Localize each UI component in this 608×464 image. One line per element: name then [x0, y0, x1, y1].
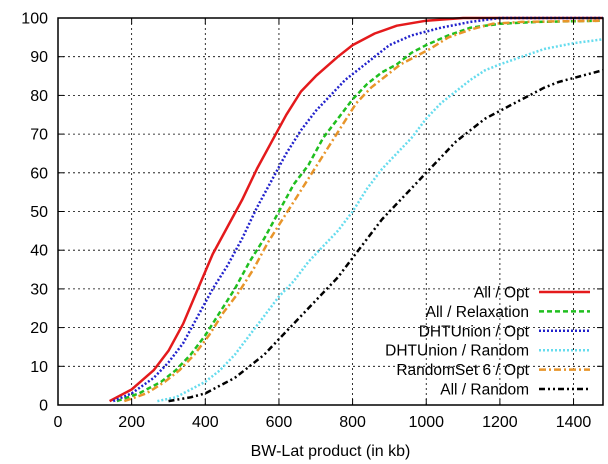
x-tick-label: 200: [118, 414, 145, 431]
legend-label: All / Relaxation: [426, 304, 529, 321]
y-tick-label: 50: [30, 204, 48, 221]
x-axis-label: BW-Lat product (in kb): [251, 443, 411, 460]
y-tick-label: 20: [30, 320, 48, 337]
y-tick-label: 0: [39, 398, 48, 415]
series-line-3: [112, 16, 603, 403]
y-tick-label: 40: [30, 243, 48, 260]
y-tick-label: 100: [21, 11, 48, 28]
y-tick-label: 80: [30, 88, 48, 105]
y-tick-label: 10: [30, 359, 48, 376]
x-tick-label: 1200: [482, 414, 518, 431]
legend-label: All / Opt: [474, 285, 530, 302]
grid: [58, 18, 603, 405]
x-tick-label: 1000: [408, 414, 444, 431]
series-lines: [109, 16, 604, 403]
legend: All / Opt All / Relaxation DHTUnion / Opt D…: [385, 285, 590, 399]
series-line-1: [109, 16, 603, 403]
series-line-5: [123, 19, 604, 403]
legend-label: DHTUnion / Opt: [419, 323, 530, 340]
legend-label: All / Random: [440, 382, 529, 399]
series-line-4: [157, 38, 604, 403]
y-tick-label: 60: [30, 165, 48, 182]
legend-label: RandomSet 6 / Opt: [396, 362, 529, 379]
axis-ticks: 0 200 400 600 800 1000 1200 1400 0 10 20 30 40 50 60 70…: [21, 11, 603, 431]
x-tick-label: 1400: [556, 414, 592, 431]
x-tick-label: 0: [54, 414, 63, 431]
series-line-2: [116, 19, 604, 403]
y-tick-label: 70: [30, 127, 48, 144]
x-tick-label: 800: [339, 414, 366, 431]
series-line-6: [168, 68, 604, 403]
y-tick-label: 90: [30, 49, 48, 66]
legend-label: DHTUnion / Random: [385, 343, 529, 360]
y-tick-label: 30: [30, 281, 48, 298]
x-tick-label: 400: [192, 414, 219, 431]
x-tick-label: 600: [266, 414, 293, 431]
